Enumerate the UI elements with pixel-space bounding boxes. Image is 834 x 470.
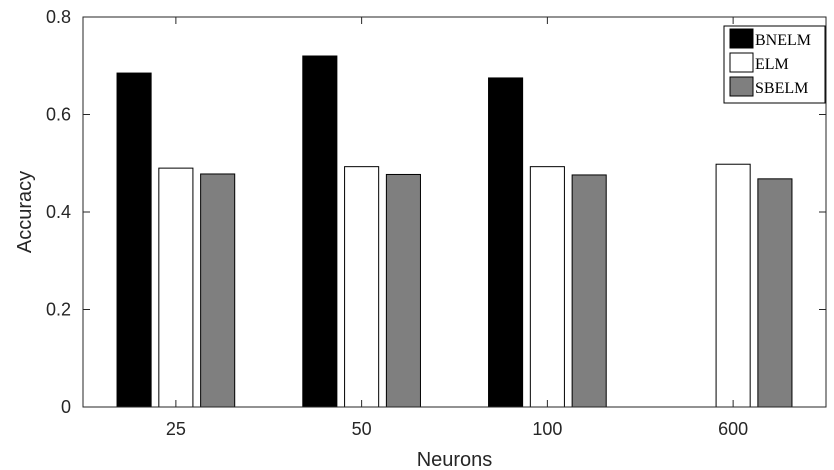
- y-tick-label: 0.2: [46, 300, 71, 320]
- bar-elm-50: [344, 166, 380, 408]
- bar-bnelm-25: [116, 72, 152, 408]
- legend-swatch-bnelm: [729, 28, 754, 49]
- y-tick-label: 0.8: [46, 7, 71, 27]
- legend-swatch-elm: [729, 52, 754, 73]
- y-axis: 0 0.2 0.4 0.6 0.8: [46, 7, 826, 417]
- bar-bnelm-50: [302, 55, 338, 408]
- legend-swatch-sbelm: [729, 76, 754, 97]
- bar-sbelm-25: [200, 173, 236, 408]
- plot-area-box: [82, 16, 827, 408]
- legend-label-sbelm: SBELM: [755, 80, 808, 97]
- bar-elm-100: [529, 166, 565, 408]
- bar-sbelm-100: [571, 174, 607, 408]
- y-tick-label: 0.4: [46, 202, 71, 222]
- bar-sbelm-50: [385, 173, 421, 408]
- x-axis: 25 50 100 600: [166, 17, 748, 439]
- x-tick-label: 25: [166, 419, 186, 439]
- bar-elm-600: [715, 163, 751, 408]
- bar-bnelm-100: [488, 77, 524, 408]
- x-tick-label: 100: [532, 419, 562, 439]
- bars-group: [116, 55, 793, 408]
- y-axis-title: Accuracy: [14, 171, 36, 253]
- legend-label-elm: ELM: [755, 56, 789, 73]
- legend-label-bnelm: BNELM: [755, 32, 811, 49]
- y-tick-label: 0.6: [46, 105, 71, 125]
- x-axis-title: Neurons: [417, 449, 493, 470]
- bar-sbelm-600: [757, 178, 793, 408]
- bar-elm-25: [158, 167, 194, 408]
- y-tick-label: 0: [61, 397, 71, 417]
- x-tick-label: 50: [352, 419, 372, 439]
- x-tick-label: 600: [718, 419, 748, 439]
- legend: BNELM ELM SBELM: [723, 25, 826, 104]
